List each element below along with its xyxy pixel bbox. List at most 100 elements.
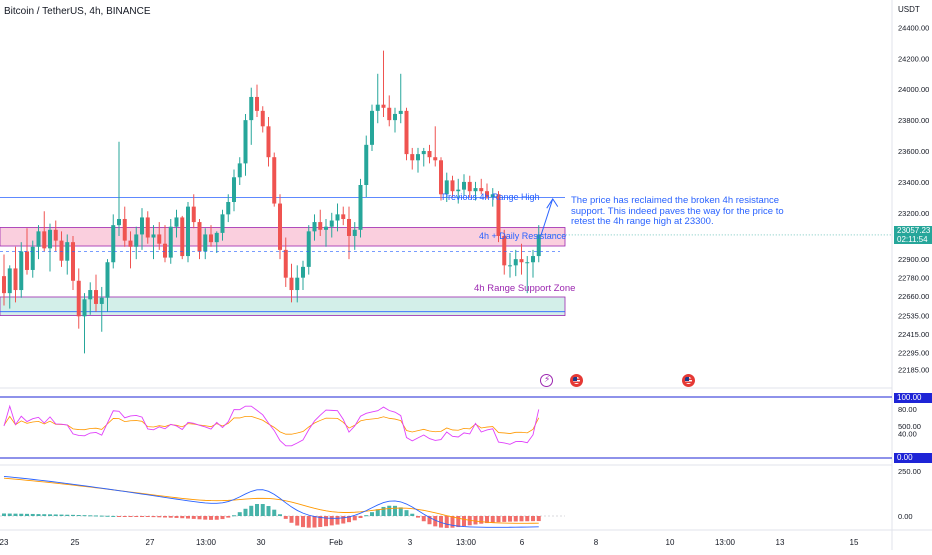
candle-body bbox=[48, 229, 52, 249]
candle-body bbox=[249, 96, 254, 121]
price-scale-label: 22535.00 bbox=[898, 312, 929, 321]
candle-body bbox=[272, 157, 277, 204]
previous-range-high-label: Previous 4h Range High bbox=[442, 192, 540, 202]
macd-histogram-bar bbox=[272, 509, 277, 516]
price-scale-label: 24200.00 bbox=[898, 54, 929, 63]
candle-body bbox=[42, 231, 47, 249]
candle-body bbox=[99, 297, 104, 304]
macd-histogram-bar bbox=[536, 516, 541, 522]
candle-body bbox=[140, 217, 144, 235]
macd-histogram-bar bbox=[410, 513, 415, 516]
symbol-title[interactable]: Bitcoin / TetherUS, 4h, BINANCE bbox=[4, 6, 151, 17]
macd-histogram-bar bbox=[283, 516, 288, 519]
macd-histogram-bar bbox=[398, 507, 403, 516]
candle-body bbox=[232, 177, 236, 202]
candle-body bbox=[335, 214, 340, 221]
candle-body bbox=[347, 218, 351, 236]
candle-body bbox=[352, 229, 357, 236]
macd-histogram-bar bbox=[519, 516, 524, 522]
candle-body bbox=[531, 256, 535, 263]
macd-histogram-bar bbox=[53, 514, 58, 516]
candle-body bbox=[25, 251, 29, 270]
last-price-tag: 23057.23 02:11:54 bbox=[894, 226, 932, 244]
candle-body bbox=[490, 194, 495, 198]
candle-body bbox=[180, 217, 185, 257]
price-scale-label: 24000.00 bbox=[898, 85, 929, 94]
rsi-line bbox=[3, 404, 540, 447]
macd-histogram-bar bbox=[381, 506, 386, 516]
candle-body bbox=[421, 151, 426, 155]
macd-histogram-bar bbox=[260, 504, 265, 516]
macd-histogram-bar bbox=[111, 515, 116, 517]
macd-histogram-bar bbox=[421, 516, 426, 522]
lightning-icon[interactable]: ⚡ bbox=[540, 374, 553, 387]
us-flag-icon[interactable] bbox=[682, 374, 695, 387]
macd-histogram-bar bbox=[490, 516, 495, 523]
candle-body bbox=[134, 234, 139, 247]
macd-histogram-bar bbox=[462, 516, 466, 527]
candle-body bbox=[289, 277, 294, 291]
candle-body bbox=[278, 203, 282, 250]
macd-histogram-bar bbox=[387, 505, 392, 516]
rsi-signal-line bbox=[3, 415, 540, 435]
macd-histogram-bar bbox=[2, 513, 6, 516]
macd-histogram-bar bbox=[335, 516, 340, 525]
macd-histogram-bar bbox=[65, 514, 70, 516]
time-axis-label: 13:00 bbox=[196, 538, 217, 547]
rsi-lower-band-tag: 0.00 bbox=[894, 453, 932, 463]
macd-histogram-bar bbox=[416, 516, 420, 518]
candle-body bbox=[111, 225, 116, 263]
macd-histogram-bar bbox=[174, 516, 179, 518]
candle-body bbox=[329, 220, 334, 227]
macd-histogram-bar bbox=[36, 514, 41, 516]
rsi-scale-label: 80.00 bbox=[898, 405, 917, 414]
candle-body bbox=[456, 189, 461, 192]
analysis-note: The price has reclaimed the broken 4h re… bbox=[571, 195, 784, 227]
macd-histogram-bar bbox=[306, 516, 311, 528]
us-flag-icon[interactable] bbox=[570, 374, 583, 387]
macd-histogram-bar bbox=[341, 516, 346, 524]
macd-histogram-bar bbox=[347, 516, 351, 523]
macd-histogram-bar bbox=[88, 515, 93, 517]
candle-body bbox=[341, 214, 346, 219]
macd-histogram-bar bbox=[427, 516, 432, 525]
macd-histogram-bar bbox=[151, 516, 156, 518]
macd-histogram-bar bbox=[496, 516, 501, 523]
candle-body bbox=[473, 188, 478, 192]
resistance-zone-label: 4h + Daily Resistance bbox=[479, 231, 567, 241]
macd-histogram-bar bbox=[186, 516, 190, 519]
macd-histogram-bar bbox=[157, 516, 162, 518]
time-axis-label: 23 bbox=[0, 538, 9, 547]
candle-body bbox=[416, 154, 420, 161]
macd-histogram-bar bbox=[76, 515, 81, 517]
candle-body bbox=[525, 262, 530, 264]
candle-body bbox=[508, 265, 512, 267]
macd-histogram-bar bbox=[352, 516, 357, 521]
macd-histogram-bar bbox=[485, 516, 489, 524]
candle-body bbox=[370, 110, 374, 145]
candle-body bbox=[174, 217, 179, 227]
macd-histogram-bar bbox=[19, 513, 24, 516]
candle-body bbox=[163, 243, 167, 258]
projection-arrow bbox=[540, 198, 554, 237]
macd-histogram-bar bbox=[203, 516, 208, 520]
macd-histogram-bar bbox=[214, 516, 219, 520]
time-axis-label: 13:00 bbox=[456, 538, 477, 547]
macd-histogram-bar bbox=[404, 510, 409, 516]
macd-histogram-bar bbox=[393, 505, 397, 516]
candle-body bbox=[306, 231, 311, 267]
candle-body bbox=[467, 181, 472, 192]
time-axis-label: 10 bbox=[666, 538, 675, 547]
candle-body bbox=[186, 206, 190, 257]
projection-arrow-head bbox=[546, 197, 559, 209]
price-scale-currency[interactable]: USDT bbox=[898, 5, 920, 14]
macd-histogram-bar bbox=[278, 514, 282, 516]
candle-body bbox=[324, 226, 328, 230]
macd-histogram-bar bbox=[122, 516, 127, 517]
time-axis-label: 6 bbox=[520, 538, 525, 547]
candle-body bbox=[502, 235, 507, 266]
macd-histogram-bar bbox=[513, 516, 518, 522]
macd-scale-label: 250.00 bbox=[898, 467, 921, 476]
